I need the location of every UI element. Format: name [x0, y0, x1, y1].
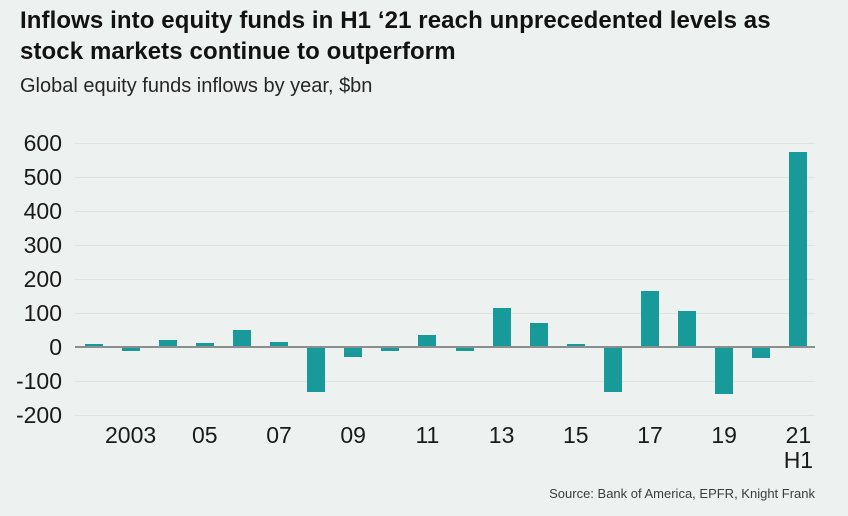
bar-2004 — [158, 340, 177, 347]
bar-2008 — [307, 348, 326, 393]
bar-2010 — [381, 348, 400, 352]
y-axis-label--200: -200 — [15, 402, 62, 428]
bar-2011 — [418, 335, 437, 347]
chart-header: Inflows into equity funds in H1 ‘21 reac… — [20, 5, 820, 98]
gridline-100 — [75, 313, 815, 314]
bar-2015 — [566, 343, 585, 347]
zero-axis-line — [75, 346, 815, 348]
bar-2009 — [344, 348, 363, 357]
gridline-300 — [75, 245, 815, 246]
x-axis-label-05: 05 — [192, 422, 218, 448]
bar-2013 — [492, 307, 511, 347]
gridline--200 — [75, 415, 815, 416]
y-axis-label-100: 100 — [23, 300, 62, 326]
x-axis-label-13: 13 — [488, 422, 515, 448]
bar-2018 — [678, 311, 697, 347]
x-axis-label-2003: 2003 — [105, 422, 157, 448]
source-attribution: Source: Bank of America, EPFR, Knight Fr… — [549, 486, 815, 501]
bar-2007 — [270, 341, 288, 347]
y-axis-label-300: 300 — [23, 232, 62, 258]
y-axis-label-200: 200 — [23, 266, 62, 292]
x-axis-label-11: 11 — [415, 422, 440, 448]
bar-2002 — [84, 343, 103, 347]
y-axis-label-500: 500 — [23, 164, 62, 190]
chart-subtitle: Global equity funds inflows by year, $bn — [20, 75, 373, 97]
bar-2014 — [529, 323, 548, 347]
x-axis-label-21: 21 H1 — [783, 422, 814, 473]
bar-2003 — [121, 348, 140, 352]
bar-2021-h1 — [789, 151, 808, 347]
y-axis-label-600: 600 — [23, 130, 62, 156]
bar-2020 — [752, 348, 771, 359]
x-axis-label-07: 07 — [266, 422, 292, 448]
bar-2019 — [715, 348, 734, 394]
gridline-200 — [75, 279, 815, 280]
x-axis-label-19: 19 — [711, 422, 737, 448]
gridline-500 — [75, 177, 815, 178]
chart-title: Inflows into equity funds in H1 ‘21 reac… — [20, 7, 771, 65]
y-axis-label--100: -100 — [15, 368, 62, 394]
gridline-600 — [75, 143, 815, 144]
x-axis-label-17: 17 — [637, 422, 663, 448]
x-axis-label-15: 15 — [563, 422, 589, 448]
y-axis-label-0: 0 — [49, 334, 62, 360]
bar-2005 — [195, 342, 214, 347]
bar-2017 — [641, 290, 659, 347]
gridline--100 — [75, 381, 815, 382]
bar-2006 — [232, 330, 251, 347]
y-axis-label-400: 400 — [23, 198, 62, 224]
plot-area — [75, 143, 815, 416]
bar-2012 — [455, 348, 474, 352]
bar-2016 — [603, 348, 622, 393]
gridline-400 — [75, 211, 815, 212]
x-axis-label-09: 09 — [340, 422, 366, 448]
